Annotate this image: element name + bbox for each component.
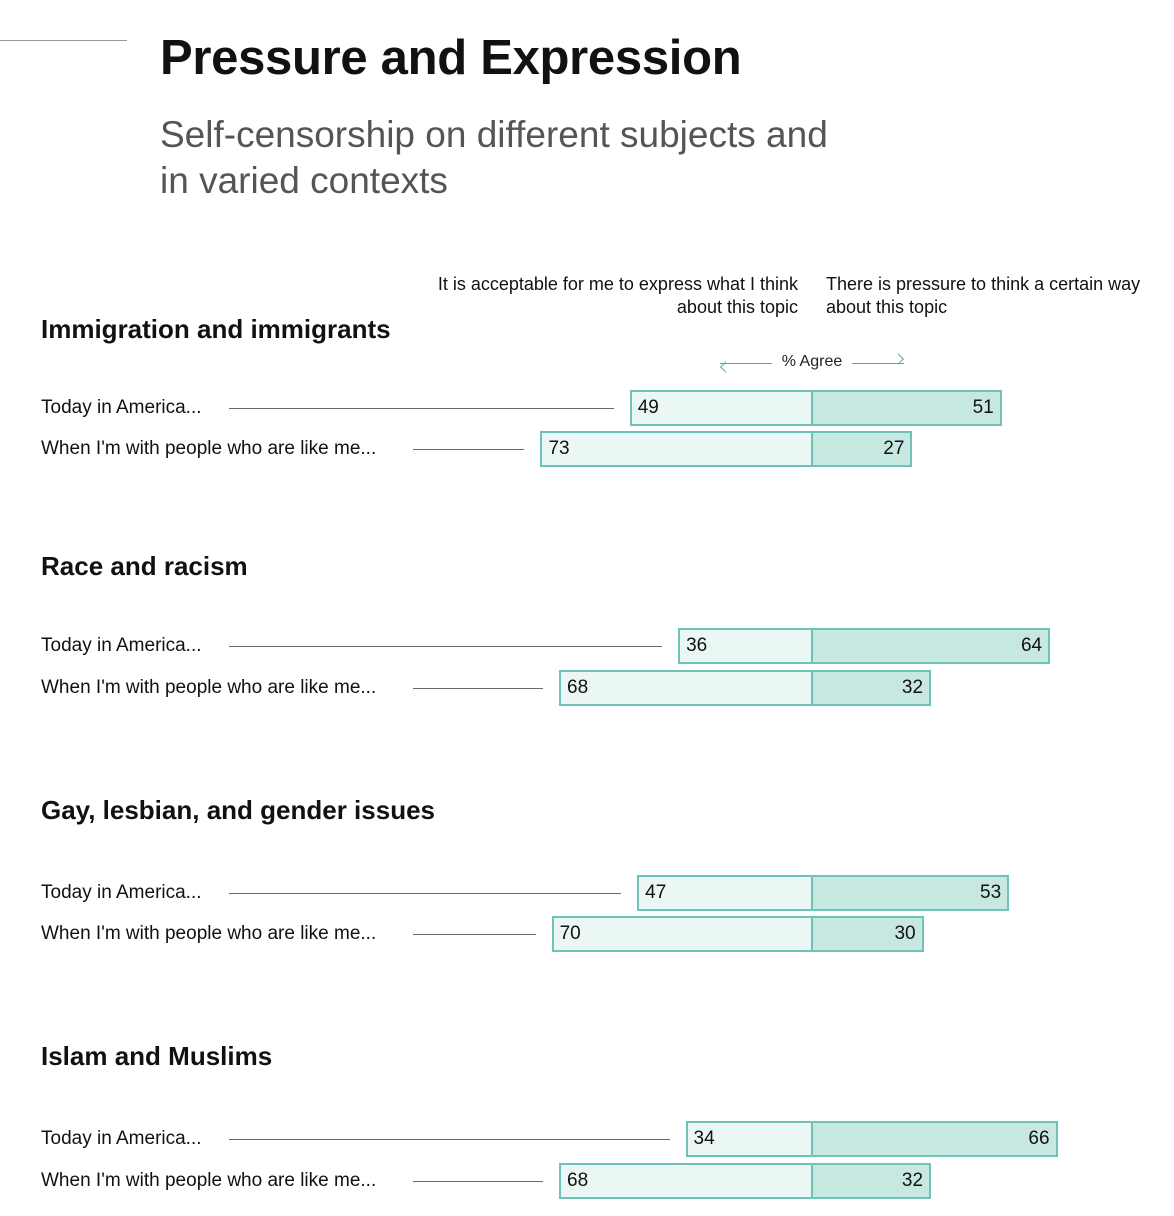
bar-value-acceptable: 68 xyxy=(567,677,589,698)
leader-line xyxy=(229,893,622,894)
bar-pressure: 53 xyxy=(811,875,1010,911)
bar-acceptable: 36 xyxy=(678,628,813,664)
bar-value-pressure: 66 xyxy=(1028,1128,1050,1149)
page-title: Pressure and Expression xyxy=(160,31,742,85)
bar-pressure: 30 xyxy=(811,916,924,952)
bar-value-pressure: 32 xyxy=(901,677,924,698)
bar-value-acceptable: 36 xyxy=(686,635,708,656)
column-header-pressure: There is pressure to think a certain way… xyxy=(826,274,1141,317)
leader-line xyxy=(229,1139,670,1140)
arrow-left-icon xyxy=(720,363,772,364)
top-rule xyxy=(0,40,127,41)
axis-label: % Agree xyxy=(775,353,849,371)
leader-line xyxy=(413,449,525,450)
bar-pressure: 27 xyxy=(811,431,913,467)
row-label: When I'm with people who are like me... xyxy=(41,438,377,459)
bar-value-pressure: 32 xyxy=(901,1170,924,1191)
row-label: Today in America... xyxy=(41,635,202,656)
row-label: When I'm with people who are like me... xyxy=(41,923,377,944)
row-label: Today in America... xyxy=(41,397,202,418)
bar-value-pressure: 53 xyxy=(980,882,1002,903)
bar-value-pressure: 51 xyxy=(972,397,994,418)
bar-acceptable: 34 xyxy=(685,1121,813,1157)
bar-acceptable: 68 xyxy=(559,670,813,706)
arrow-right-icon xyxy=(852,363,904,364)
bar-acceptable: 49 xyxy=(629,390,813,426)
bar-value-acceptable: 73 xyxy=(548,438,570,459)
leader-line xyxy=(413,934,536,935)
bar-acceptable: 70 xyxy=(551,916,813,952)
row-label: Today in America... xyxy=(41,1128,202,1149)
section-title: Islam and Muslims xyxy=(41,1041,273,1071)
row-label: When I'm with people who are like me... xyxy=(41,1170,377,1191)
bar-pressure: 32 xyxy=(811,670,932,706)
bar-acceptable: 73 xyxy=(540,431,813,467)
bar-acceptable: 68 xyxy=(559,1163,813,1199)
bar-value-acceptable: 34 xyxy=(693,1128,715,1149)
bar-value-pressure: 64 xyxy=(1020,635,1043,656)
leader-line xyxy=(413,1181,544,1182)
bar-pressure: 64 xyxy=(811,628,1051,664)
bar-value-acceptable: 68 xyxy=(567,1170,589,1191)
page-subtitle: Self-censorship on different subjects an… xyxy=(160,114,828,201)
bar-value-acceptable: 70 xyxy=(559,923,581,944)
row-label: Today in America... xyxy=(41,882,202,903)
section-title: Race and racism xyxy=(41,551,248,581)
bar-value-acceptable: 49 xyxy=(637,397,659,418)
row-label: When I'm with people who are like me... xyxy=(41,677,377,698)
bar-value-pressure: 30 xyxy=(894,923,916,944)
bar-pressure: 32 xyxy=(811,1163,932,1199)
bar-value-pressure: 27 xyxy=(883,438,905,459)
leader-line xyxy=(229,646,663,647)
bar-acceptable: 47 xyxy=(637,875,813,911)
section-title: Immigration and immigrants xyxy=(41,314,391,344)
leader-line xyxy=(413,688,544,689)
leader-line xyxy=(229,408,614,409)
bar-pressure: 51 xyxy=(811,390,1002,426)
section-title: Gay, lesbian, and gender issues xyxy=(41,795,435,825)
bar-value-acceptable: 47 xyxy=(645,882,667,903)
column-header-acceptable: It is acceptable for me to express what … xyxy=(437,274,798,317)
bar-pressure: 66 xyxy=(811,1121,1058,1157)
